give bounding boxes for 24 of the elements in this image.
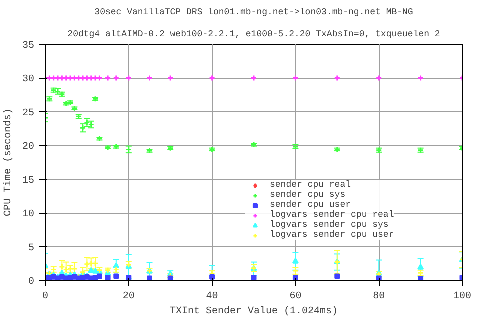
legend-label: sender cpu real (270, 180, 352, 190)
y-tick-label: 30 (22, 74, 35, 86)
x-tick-label: 20 (122, 292, 135, 302)
legend-label: logvars sender cpu sys (270, 220, 389, 230)
x-tick-label: 0 (42, 292, 49, 302)
legend-label: sender cpu sys (270, 190, 346, 200)
legend-label: sender cpu user (270, 200, 352, 210)
legend-label: logvars sender cpu real (270, 210, 394, 220)
y-tick-label: 35 (22, 41, 35, 52)
chart-title: 30sec VanillaTCP DRS lon01.mb-ng.net->lon03.mb-ng.net MB-NG (94, 8, 414, 18)
legend-label: logvars sender cpu user (270, 230, 394, 240)
y-tick-label: 20 (22, 142, 35, 154)
y-tick-label: 5 (28, 243, 35, 254)
x-tick-label: 100 (454, 292, 472, 302)
x-tick-label: 60 (290, 292, 302, 302)
y-tick-label: 10 (22, 210, 35, 221)
x-tick-label: 80 (373, 292, 386, 302)
y-tick-label: 15 (22, 176, 35, 187)
y-axis-title: CPU Time (seconds) (2, 108, 14, 217)
chart-subtitle: 20dtg4 altAIMD-0.2 web100-2.2.1, e1000-5.2.20 TxAbsIn=0, txqueuelen 2 (68, 30, 440, 40)
x-tick-label: 40 (206, 292, 218, 302)
y-tick-label: 25 (22, 108, 35, 120)
x-axis-title: TXInt Sender Value (1.024ms) (170, 306, 338, 318)
y-tick-label: 0 (28, 277, 35, 288)
